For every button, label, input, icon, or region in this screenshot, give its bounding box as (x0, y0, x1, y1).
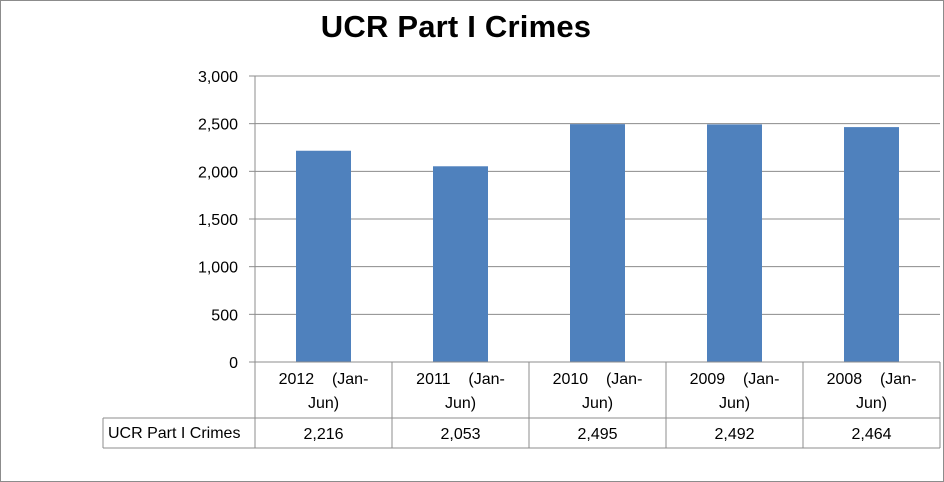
y-axis-ticks: 0 500 1,000 1,500 2,000 2,500 3,000 (198, 69, 238, 372)
x-tick-label: 2011 (Jan- (416, 371, 505, 388)
bar (707, 124, 762, 362)
y-tick-label: 0 (229, 355, 238, 372)
y-tick-label: 500 (211, 307, 238, 324)
table-value-cell: 2,492 (714, 426, 754, 443)
axes (249, 75, 940, 363)
bar (433, 166, 488, 362)
x-tick-label: Jun) (582, 395, 613, 412)
x-tick-label: 2010 (Jan- (553, 371, 643, 388)
y-tick-label: 2,500 (198, 117, 238, 134)
x-tick-label: 2009 (Jan- (690, 371, 780, 388)
table-value-cell: 2,053 (440, 426, 480, 443)
bars (296, 124, 899, 362)
x-tick-label: 2008 (Jan- (827, 371, 917, 388)
y-tick-label: 1,000 (198, 260, 238, 277)
x-tick-label: 2012 (Jan- (279, 371, 369, 388)
table-value-cell: 2,495 (577, 426, 617, 443)
table-value-cell: 2,464 (851, 426, 891, 443)
table-value-cell: 2,216 (303, 426, 343, 443)
chart-title: UCR Part I Crimes (320, 9, 592, 44)
y-tick-label: 1,500 (198, 212, 238, 229)
y-tick-label: 2,000 (198, 164, 238, 181)
x-tick-label: Jun) (308, 395, 339, 412)
bar (844, 127, 899, 362)
x-tick-label: Jun) (856, 395, 887, 412)
x-tick-label: Jun) (445, 395, 476, 412)
y-tick-label: 3,000 (198, 69, 238, 86)
x-tick-label: Jun) (719, 395, 750, 412)
x-axis-labels: 2012 (Jan- Jun) 2011 (Jan- Jun) 2010 (Jan- Ju… (279, 371, 917, 412)
bar (570, 124, 625, 362)
data-table: UCR Part I Crimes 2,216 2,053 2,495 2,492 2,4… (102, 362, 941, 449)
table-series-name: UCR Part I Crimes (108, 425, 240, 442)
bar (296, 150, 351, 362)
